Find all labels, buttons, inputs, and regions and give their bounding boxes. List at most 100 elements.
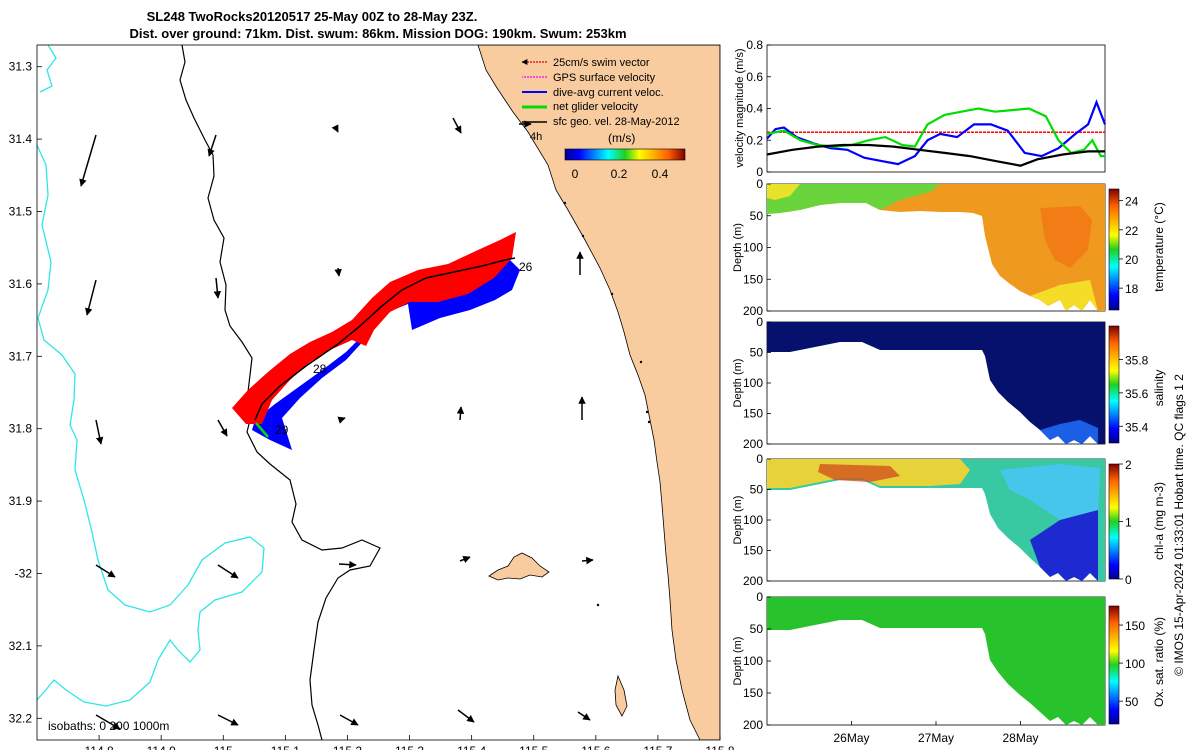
- map-y-tick-label: 31.6: [9, 277, 33, 291]
- qc-side-note: © IMOS 15-Apr-2024 01:33:01 Hobart time.…: [1172, 374, 1186, 676]
- land-mainland: [477, 45, 720, 740]
- isobath-1000m-coast: [37, 144, 265, 707]
- date-tick-label: 28May: [1002, 731, 1038, 745]
- map-y-tick-label: 32.2: [9, 711, 33, 725]
- depth-tick-label: 200: [743, 437, 763, 451]
- legend-ref-label: 4h: [530, 131, 542, 143]
- salinity-section-field: [767, 322, 1105, 444]
- depth-tick-label: 200: [743, 574, 763, 588]
- date-tick-label: 26May: [833, 731, 869, 745]
- chlorophyll-deep-low: [1030, 510, 1098, 581]
- chlorophyll-colorbar: [1108, 463, 1120, 580]
- velocity-y-tick-label: 0.6: [746, 70, 763, 84]
- colorbar-tick-label: 35.8: [1125, 353, 1149, 367]
- islet-dot: [645, 410, 649, 414]
- colorbar-tick-label: 24: [1125, 195, 1139, 209]
- depth-tick-label: 100: [743, 654, 763, 668]
- colorbar-tick-label: 18: [1125, 282, 1139, 296]
- map-y-tick-label: 31.7: [9, 349, 33, 363]
- colorbar-tick-label: 0: [1125, 573, 1132, 587]
- isobath-200m: [179, 45, 381, 740]
- sfc-geo-velocity-arrows: [79, 117, 594, 730]
- colorbar-tick-label: 1: [1125, 516, 1132, 530]
- map-y-tick-label: -32: [15, 566, 33, 580]
- velocity-y-axis: 0 0.2 0.4 0.6 0.8: [746, 38, 771, 179]
- temperature-warm-patch: [1040, 206, 1092, 268]
- depth-axis-label: Depth (m): [732, 637, 744, 686]
- depth-tick-label: 150: [743, 544, 763, 558]
- temperature-colorbar-label: temperature (°C): [1152, 202, 1166, 292]
- oxygen-colorbar-label: Ox. sat. ratio (%): [1152, 617, 1166, 707]
- swim-vector-band: [232, 232, 516, 424]
- chart-title: SL248 TwoRocks20120517 25-May 00Z to 28-…: [147, 9, 478, 24]
- colorbar-tick-label: 22: [1125, 224, 1139, 238]
- depth-tick-label: 200: [743, 304, 763, 318]
- temperature-panel: temperature (°C): [766, 183, 1166, 312]
- legend-label-current: dive-avg current veloc.: [553, 87, 664, 99]
- map-x-tick-label: 115.6: [581, 744, 610, 750]
- velocity-series-line: [766, 143, 1105, 167]
- map-x-tick-label: 115.5: [519, 744, 548, 750]
- oxygen-panel: Ox. sat. ratio (%): [766, 596, 1166, 726]
- map-frame: [36, 44, 721, 741]
- track-label-29: 29: [275, 423, 289, 437]
- map-colorbar-tick: 0.2: [611, 167, 628, 181]
- depth-axis-label: Depth (m): [732, 359, 744, 408]
- velocity-panel: 0 0.2 0.4 0.6 0.8 velocity magnitude (m/s): [734, 38, 1107, 179]
- chlorophyll-panel: chl-a (mg m-3): [766, 458, 1166, 582]
- velocity-ylabel: velocity magnitude (m/s): [734, 48, 746, 167]
- track-label-26: 26: [519, 260, 533, 274]
- salinity-fresh-bottom: [1040, 420, 1098, 444]
- colorbar-tick-label: 2: [1125, 458, 1132, 472]
- depth-tick-label: 0: [756, 590, 763, 604]
- net-glider-velocity-tail: [255, 422, 269, 438]
- map-colorbar-tick: 0: [572, 167, 579, 181]
- depth-tick-label: 50: [750, 209, 764, 223]
- salinity-colorbar: [1108, 325, 1120, 444]
- map-x-tick-label: 115: [214, 744, 233, 750]
- temperature-deep-yellow: [1030, 280, 1098, 311]
- depth-axis-label: Depth (m): [732, 496, 744, 545]
- chlorophyll-mid-cyan: [1000, 464, 1100, 520]
- depth-tick-label: 50: [750, 483, 764, 497]
- map-colorbar: [564, 148, 686, 161]
- oxygen-colorbar: [1108, 605, 1120, 725]
- depth-tick-label: 200: [743, 718, 763, 732]
- map-x-tick-label: 115.3: [395, 744, 424, 750]
- velocity-y-tick-label: 0.2: [746, 133, 763, 147]
- depth-tick-label: 150: [743, 686, 763, 700]
- velocity-y-tick-label: 0.4: [746, 102, 763, 116]
- islet-dot: [581, 234, 585, 238]
- map-x-tick-label: 115.8: [705, 744, 734, 750]
- depth-tick-label: 50: [750, 622, 764, 636]
- colorbar-tick-label: 35.6: [1125, 387, 1149, 401]
- velocity-series-group: [766, 99, 1107, 167]
- map-y-axis: 31.3 31.4 31.5 31.6 31.7 31.8 31.9 -32 32.1 32.2: [9, 60, 42, 725]
- chlorophyll-bloom-core: [818, 464, 900, 482]
- chlorophyll-colorbar-label: chl-a (mg m-3): [1152, 482, 1166, 560]
- salinity-colorbar-label: salinity: [1152, 370, 1166, 407]
- map-y-tick-label: 31.5: [9, 205, 33, 219]
- map-x-tick-label: 115.7: [643, 744, 672, 750]
- legend-label-swim: 25cm/s swim vector: [553, 57, 650, 69]
- colorbar-tick-label: 50: [1125, 695, 1139, 709]
- depth-tick-label: 0: [756, 315, 763, 329]
- depth-tick-label: 150: [743, 407, 763, 421]
- legend-label-gps: GPS surface velocity: [553, 72, 656, 84]
- map-x-tick-label: 114.8: [85, 744, 114, 750]
- temperature-surface-layer: [767, 184, 940, 214]
- depth-tick-label: 0: [756, 452, 763, 466]
- legend-label-net: net glider velocity: [553, 101, 638, 113]
- glider-track: [254, 257, 516, 421]
- track-label-28: 28: [313, 362, 327, 376]
- islet-dot: [610, 292, 614, 296]
- colorbar-unit-label: (m/s): [608, 131, 635, 145]
- depth-tick-label: 100: [743, 241, 763, 255]
- colorbar-tick-label: 20: [1125, 253, 1139, 267]
- map-x-tick-label: 115.2: [333, 744, 362, 750]
- map-legend: 25cm/s swim vector GPS surface velocity …: [521, 57, 686, 181]
- depth-tick-label: 100: [743, 376, 763, 390]
- isobath-1000m-north: [39, 45, 57, 93]
- date-tick-label: 27May: [918, 731, 954, 745]
